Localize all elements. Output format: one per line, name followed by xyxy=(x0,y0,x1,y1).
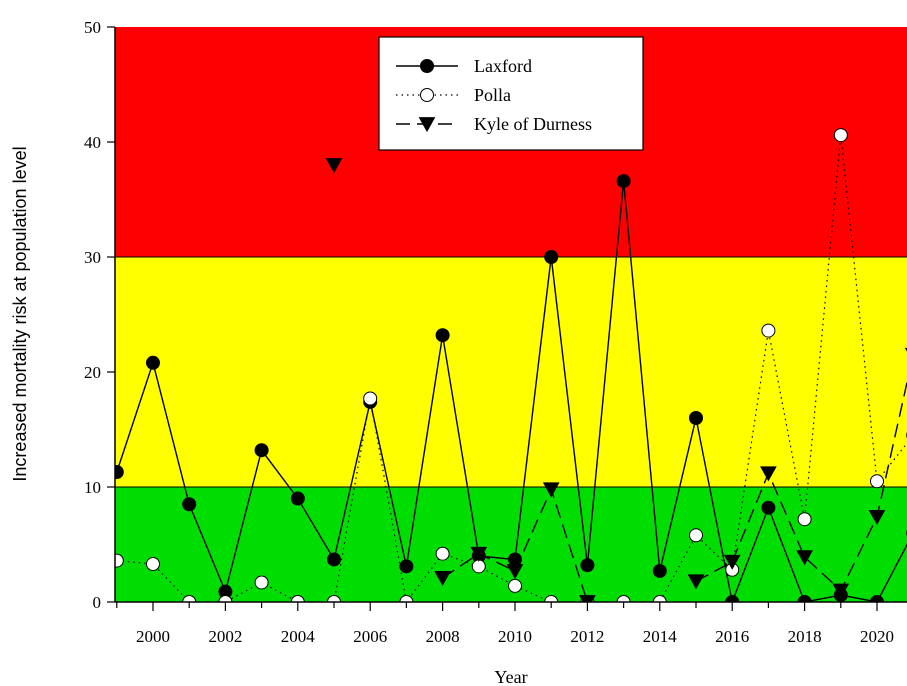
series-1-point-0 xyxy=(115,553,124,568)
x-tick-label-2002: 2002 xyxy=(208,627,242,646)
series-1-point-20 xyxy=(833,128,848,143)
series-0-point-9 xyxy=(435,328,450,343)
series-0-point-12 xyxy=(544,250,559,264)
y-tick-label-20: 20 xyxy=(84,363,101,382)
legend: Laxford Polla Kyle of Durness xyxy=(378,36,644,151)
series-2-point-8 xyxy=(760,466,777,482)
series-1-point-11 xyxy=(508,578,522,593)
x-tick-label-2020: 2020 xyxy=(860,627,894,646)
series-1-point-3 xyxy=(218,595,233,602)
series-0-point-1 xyxy=(146,355,160,370)
x-tick-label-2000: 2000 xyxy=(136,627,170,646)
series-1-point-4 xyxy=(254,575,269,590)
series-1-point-1 xyxy=(146,557,160,572)
series-2-point-5 xyxy=(579,595,596,602)
x-tick-label-2018: 2018 xyxy=(788,627,822,646)
series-0-point-14 xyxy=(616,174,631,189)
series-0-point-17 xyxy=(725,595,740,602)
series-0-point-13 xyxy=(580,558,595,573)
series-0-point-8 xyxy=(399,559,414,574)
x-tick-label-2006: 2006 xyxy=(353,627,387,646)
series-1-point-16 xyxy=(689,528,703,543)
y-axis-label: Increased mortality risk at population l… xyxy=(10,146,30,481)
series-0-point-16 xyxy=(689,411,703,425)
series-0-point-4 xyxy=(254,443,269,458)
series-2-point-11 xyxy=(868,510,886,526)
series-1-point-14 xyxy=(616,595,631,602)
series-0-point-15 xyxy=(652,563,667,578)
series-1-point-18 xyxy=(761,323,776,338)
x-tick-label-2014: 2014 xyxy=(643,627,678,646)
x-axis-label: Year xyxy=(494,667,527,686)
series-1-point-5 xyxy=(290,595,305,602)
series-0-point-0 xyxy=(115,465,124,480)
series-1-point-6 xyxy=(327,595,341,602)
legend-label-1: Polla xyxy=(474,85,511,105)
series-0-point-19 xyxy=(797,595,812,602)
y-tick-label-50: 50 xyxy=(84,18,101,37)
x-tick-label-2012: 2012 xyxy=(570,627,604,646)
series-0-point-11 xyxy=(508,552,522,567)
series-2-point-9 xyxy=(796,550,813,566)
series-0-point-18 xyxy=(761,500,776,515)
series-1-point-15 xyxy=(652,595,667,602)
series-2-point-10 xyxy=(832,583,850,599)
series-2-point-2 xyxy=(470,546,488,562)
risk-band-1 xyxy=(115,257,907,487)
series-markers xyxy=(115,128,907,602)
y-tick-label-30: 30 xyxy=(84,248,101,267)
x-tick-label-2016: 2016 xyxy=(715,627,749,646)
series-1-point-8 xyxy=(399,595,414,602)
x-tick-label-2004: 2004 xyxy=(281,627,316,646)
y-tick-label-40: 40 xyxy=(84,133,101,152)
series-1-point-12 xyxy=(544,595,559,602)
series-0-point-6 xyxy=(327,552,341,567)
series-1-point-9 xyxy=(435,546,450,561)
series-2-point-6 xyxy=(687,574,705,590)
legend-marker-0 xyxy=(420,59,434,73)
legend-marker-1 xyxy=(420,88,434,102)
series-2-point-3 xyxy=(506,564,524,580)
series-0-point-2 xyxy=(182,497,197,512)
series-1-point-2 xyxy=(182,595,197,602)
series-line-2-0 xyxy=(442,487,589,602)
y-tick-label-0: 0 xyxy=(93,593,102,612)
x-tick-label-2010: 2010 xyxy=(498,627,532,646)
legend-label-2: Kyle of Durness xyxy=(474,114,592,134)
series-1-point-19 xyxy=(797,512,812,527)
y-tick-label-10: 10 xyxy=(84,478,101,497)
tick-labels: 0 10 20 30 40 50 2000 2002 2004 2006 2008 2010 2012 2… xyxy=(84,18,894,646)
axes xyxy=(107,26,907,611)
x-tick-label-2008: 2008 xyxy=(426,627,460,646)
legend-marker-2 xyxy=(418,117,436,133)
series-0-point-5 xyxy=(290,491,305,506)
series-1-point-7 xyxy=(363,391,378,406)
series-0-point-21 xyxy=(870,595,884,602)
series-2-point-7 xyxy=(723,554,741,570)
series-2-point-4 xyxy=(542,482,560,498)
series-1-point-21 xyxy=(870,474,884,489)
legend-label-0: Laxford xyxy=(474,56,532,76)
series-2-point-1 xyxy=(434,570,451,587)
series-2-point-0 xyxy=(325,158,343,174)
